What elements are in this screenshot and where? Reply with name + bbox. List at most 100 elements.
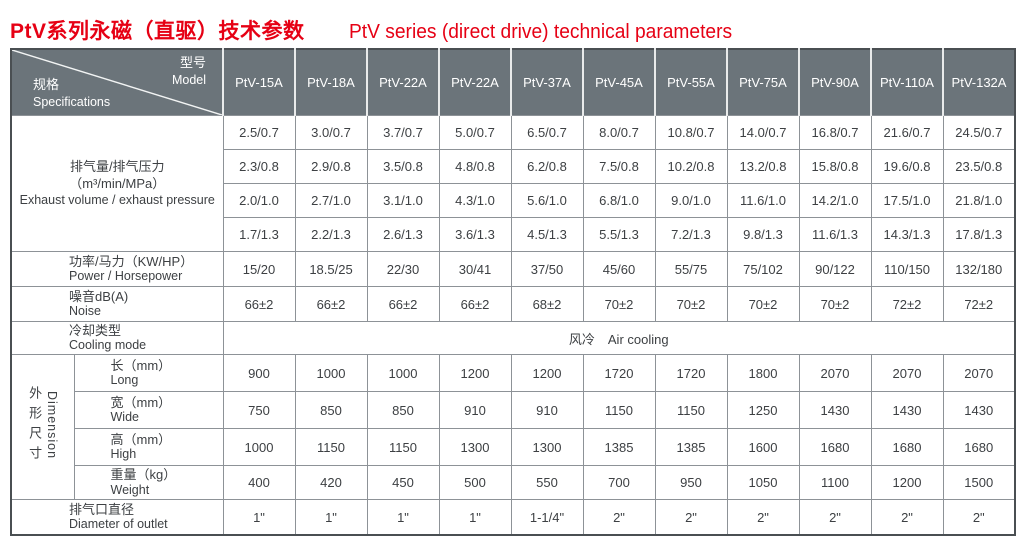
- model-header-cell: PtV-15A: [222, 48, 296, 116]
- exhaust-row-0.7: 排气量/排气压力 （m³/min/MPa） Exhaust volume / e…: [10, 115, 1016, 252]
- page-title: PtV系列永磁（直驱）技术参数 PtV series (direct drive…: [0, 0, 1024, 48]
- dimension-row-wide: 宽（mm） Wide 750 850 850 910 910 1150 1150 1250 14…: [11, 391, 1016, 429]
- value-cell: 1300: [438, 428, 512, 466]
- value-cell: 30/41: [438, 251, 512, 287]
- value-cell: 2": [942, 499, 1016, 536]
- model-header-cell: PtV-45A: [582, 48, 656, 116]
- model-header-cell: PtV-55A: [654, 48, 728, 116]
- value-cell: 4.8/0.8: [438, 149, 512, 184]
- value-cell: 400: [222, 465, 296, 500]
- value-cell: 2": [798, 499, 872, 536]
- value-cell: 910: [510, 391, 584, 429]
- value-cell: 2.9/0.8: [294, 149, 368, 184]
- value-cell: 1150: [294, 428, 368, 466]
- value-cell: 72±2: [870, 286, 944, 322]
- value-cell: 18.5/25: [294, 251, 368, 287]
- diagonal-divider-line: [13, 50, 221, 115]
- value-cell: 90/122: [798, 251, 872, 287]
- value-cell: 500: [438, 465, 512, 500]
- value-cell: 6.5/0.7: [510, 115, 584, 150]
- value-cell: 1250: [726, 391, 800, 429]
- value-cell: 16.8/0.7: [798, 115, 872, 150]
- value-cell: 700: [582, 465, 656, 500]
- value-cell: 70±2: [798, 286, 872, 322]
- value-cell: 15.8/0.8: [798, 149, 872, 184]
- value-cell: 1600: [726, 428, 800, 466]
- value-cell: 420: [294, 465, 368, 500]
- model-header-cell: PtV-37A: [510, 48, 584, 116]
- value-cell: 1385: [654, 428, 728, 466]
- value-cell: 14.3/1.3: [870, 217, 944, 252]
- model-header-cell: PtV-75A: [726, 48, 800, 116]
- dimension-long-label: 长（mm） Long: [73, 354, 224, 392]
- value-cell: 55/75: [654, 251, 728, 287]
- value-cell: 450: [366, 465, 440, 500]
- value-cell: 850: [294, 391, 368, 429]
- model-header-cell: PtV-110A: [870, 48, 944, 116]
- value-cell: 1150: [366, 428, 440, 466]
- value-cell: 9.8/1.3: [726, 217, 800, 252]
- value-cell: 75/102: [726, 251, 800, 287]
- model-header-cell: PtV-18A: [294, 48, 368, 116]
- value-cell: 2070: [870, 354, 944, 392]
- value-cell: 5.5/1.3: [582, 217, 656, 252]
- value-cell: 14.0/0.7: [726, 115, 800, 150]
- model-header-row: 型号 Model 规格 Specifications PtV-15A PtV-18…: [10, 48, 1016, 116]
- value-cell: 1": [294, 499, 368, 536]
- value-cell: 1000: [222, 428, 296, 466]
- value-cell: 910: [438, 391, 512, 429]
- value-cell: 5.6/1.0: [510, 183, 584, 218]
- value-cell: 1150: [654, 391, 728, 429]
- value-cell: 19.6/0.8: [870, 149, 944, 184]
- model-header-cell: PtV-132A: [942, 48, 1016, 116]
- value-cell: 750: [222, 391, 296, 429]
- dimension-row-high: 高（mm） High 1000 1150 1150 1300 1300 1385 1385 1…: [11, 428, 1016, 466]
- value-cell: 1385: [582, 428, 656, 466]
- exhaust-label: 排气量/排气压力 （m³/min/MPa） Exhaust volume / e…: [10, 115, 224, 252]
- value-cell: 21.6/0.7: [870, 115, 944, 150]
- corner-header-cell: 型号 Model 规格 Specifications: [10, 48, 224, 116]
- value-cell: 1150: [582, 391, 656, 429]
- spec-axis-label: 规格 Specifications: [33, 76, 111, 109]
- value-cell: 2.5/0.7: [222, 115, 296, 150]
- cooling-label: 冷却类型 Cooling mode: [10, 321, 224, 355]
- value-cell: 11.6/1.0: [726, 183, 800, 218]
- value-cell: 110/150: [870, 251, 944, 287]
- value-cell: 70±2: [582, 286, 656, 322]
- value-cell: 6.2/0.8: [510, 149, 584, 184]
- value-cell: 3.6/1.3: [438, 217, 512, 252]
- value-cell: 2070: [942, 354, 1016, 392]
- value-cell: 1200: [510, 354, 584, 392]
- value-cell: 70±2: [726, 286, 800, 322]
- value-cell: 21.8/1.0: [942, 183, 1016, 218]
- value-cell: 2": [726, 499, 800, 536]
- value-cell: 2.6/1.3: [366, 217, 440, 252]
- noise-row: 噪音dB(A) Noise 66±2 66±2 66±2 66±2 68±2 70±2 70…: [10, 286, 1016, 322]
- value-cell: 4.5/1.3: [510, 217, 584, 252]
- value-cell: 850: [366, 391, 440, 429]
- value-cell: 72±2: [942, 286, 1016, 322]
- noise-label: 噪音dB(A) Noise: [10, 286, 224, 322]
- value-cell: 1-1/4": [510, 499, 584, 536]
- value-cell: 1500: [942, 465, 1016, 500]
- value-cell: 1430: [942, 391, 1016, 429]
- cooling-value-cell: 风冷 Air cooling: [222, 321, 1016, 355]
- value-cell: 1050: [726, 465, 800, 500]
- value-cell: 1680: [942, 428, 1016, 466]
- value-cell: 1720: [582, 354, 656, 392]
- value-cell: 3.7/0.7: [366, 115, 440, 150]
- power-row: 功率/马力（KW/HP） Power / Horsepower 15/20 18.…: [10, 251, 1016, 287]
- value-cell: 132/180: [942, 251, 1016, 287]
- value-cell: 1680: [798, 428, 872, 466]
- value-cell: 1430: [870, 391, 944, 429]
- model-header-cell: PtV-90A: [798, 48, 872, 116]
- value-cell: 1.7/1.3: [222, 217, 296, 252]
- value-cell: 1200: [870, 465, 944, 500]
- value-cell: 1430: [798, 391, 872, 429]
- value-cell: 550: [510, 465, 584, 500]
- value-cell: 13.2/0.8: [726, 149, 800, 184]
- value-cell: 2.0/1.0: [222, 183, 296, 218]
- value-cell: 3.0/0.7: [294, 115, 368, 150]
- technical-parameters-table: 型号 Model 规格 Specifications PtV-15A PtV-18…: [10, 48, 1016, 536]
- value-cell: 17.8/1.3: [942, 217, 1016, 252]
